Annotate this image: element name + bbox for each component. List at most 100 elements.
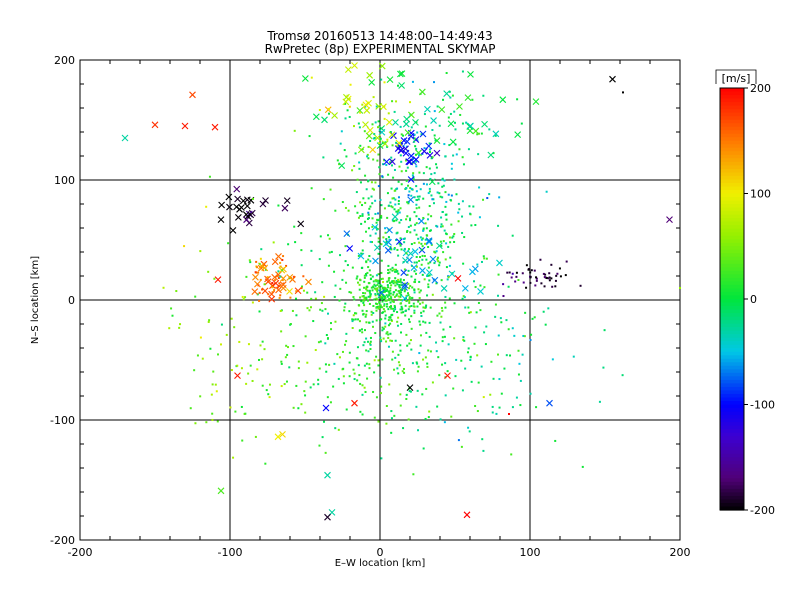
- data-point-cross: [357, 252, 365, 260]
- data-point-cross: [371, 223, 379, 231]
- data-point-dot: [377, 153, 380, 156]
- data-point-dot: [233, 326, 236, 329]
- data-point-dot: [422, 320, 425, 323]
- data-point-dot: [320, 302, 323, 305]
- data-point-dot: [329, 401, 332, 404]
- data-point-dot: [383, 295, 386, 298]
- data-point-dot: [441, 340, 444, 343]
- data-point-dot: [225, 333, 228, 336]
- data-point-dot: [286, 346, 289, 349]
- data-point-dot: [376, 290, 379, 293]
- data-point-dot: [555, 274, 558, 277]
- data-point-dot: [376, 283, 379, 286]
- data-point-dot: [390, 205, 393, 208]
- data-point-dot: [398, 286, 401, 289]
- data-point-dot: [476, 263, 479, 266]
- data-point-cross: [467, 70, 474, 78]
- data-point-dot: [339, 254, 342, 257]
- data-point-dot: [384, 317, 387, 320]
- data-point-dot: [407, 202, 410, 205]
- data-point-dot: [365, 349, 368, 352]
- colorbar-segment: [720, 299, 744, 304]
- data-point-dot: [434, 139, 437, 142]
- data-point-dot: [358, 167, 361, 170]
- data-point-dot: [359, 296, 362, 299]
- data-point-dot: [462, 295, 465, 298]
- data-point-dot: [382, 327, 385, 330]
- colorbar-segment: [720, 246, 744, 251]
- data-point-dot: [267, 293, 270, 296]
- data-point-dot: [405, 169, 408, 172]
- data-point-dot: [418, 297, 421, 300]
- data-point-dot: [418, 171, 421, 174]
- data-point-cross: [268, 290, 276, 298]
- data-point-dot: [374, 288, 377, 291]
- data-point-dot: [410, 305, 413, 308]
- data-point-dot: [409, 339, 412, 342]
- data-point-dot: [380, 78, 383, 81]
- data-point-cross: [356, 107, 364, 114]
- data-point-dot: [373, 298, 376, 301]
- data-point-cross: [481, 120, 488, 128]
- data-point-cross: [281, 204, 289, 212]
- data-point-dot: [375, 274, 378, 277]
- data-point-dot: [211, 418, 214, 421]
- colorbar-segment: [720, 288, 744, 293]
- data-point-dot: [408, 318, 411, 321]
- data-point-dot: [482, 94, 485, 97]
- data-point-cross: [514, 131, 522, 139]
- data-point-dot: [411, 80, 414, 83]
- data-point-dot: [280, 385, 283, 388]
- data-point-dot: [505, 354, 508, 357]
- data-point-dot: [446, 278, 449, 281]
- data-point-dot: [572, 355, 575, 358]
- data-point-dot: [365, 260, 368, 263]
- data-point-cross: [496, 259, 503, 267]
- data-point-dot: [474, 224, 477, 227]
- data-point-dot: [390, 307, 393, 310]
- data-point-dot: [418, 352, 421, 355]
- data-point-dot: [370, 313, 373, 316]
- data-point-dot: [492, 152, 495, 155]
- colorbar-segment: [720, 348, 744, 353]
- data-point-dot: [212, 370, 215, 373]
- data-point-dot: [367, 145, 370, 148]
- data-point-dot: [497, 353, 500, 356]
- data-point-dot: [327, 264, 330, 267]
- data-point-dot: [415, 207, 418, 210]
- data-point-dot: [387, 264, 390, 267]
- data-point-dot: [379, 336, 382, 339]
- data-point-dot: [373, 188, 376, 191]
- data-point-dot: [341, 201, 344, 204]
- data-point-dot: [170, 307, 173, 310]
- data-point-dot: [405, 294, 408, 297]
- data-point-dot: [391, 197, 394, 200]
- colorbar-segment: [720, 436, 744, 441]
- data-point-dot: [357, 318, 360, 321]
- data-point-dot: [472, 205, 475, 208]
- data-point-dot: [423, 278, 426, 281]
- data-point-dot: [395, 232, 398, 235]
- colorbar-segment: [720, 316, 744, 321]
- data-point-dot: [214, 383, 217, 386]
- data-point-dot: [415, 215, 418, 218]
- data-point-dot: [461, 215, 464, 218]
- data-point-dot: [361, 266, 364, 269]
- data-point-cross: [477, 288, 484, 295]
- data-point-dot: [389, 295, 392, 298]
- colorbar-segment: [720, 228, 744, 233]
- data-point-dot: [406, 273, 409, 276]
- data-point-dot: [372, 312, 375, 315]
- data-point-dot: [334, 427, 337, 430]
- data-point-dot: [418, 195, 421, 198]
- data-point-dot: [338, 356, 341, 359]
- data-point-dot: [389, 339, 392, 342]
- data-point-dot: [302, 275, 305, 278]
- data-point-dot: [426, 275, 429, 278]
- data-point-dot: [344, 117, 347, 120]
- data-point-dot: [378, 166, 381, 169]
- data-point-dot: [210, 393, 213, 396]
- data-point-dot: [396, 210, 399, 213]
- data-point-dot: [534, 284, 537, 287]
- data-point-dot: [359, 181, 362, 184]
